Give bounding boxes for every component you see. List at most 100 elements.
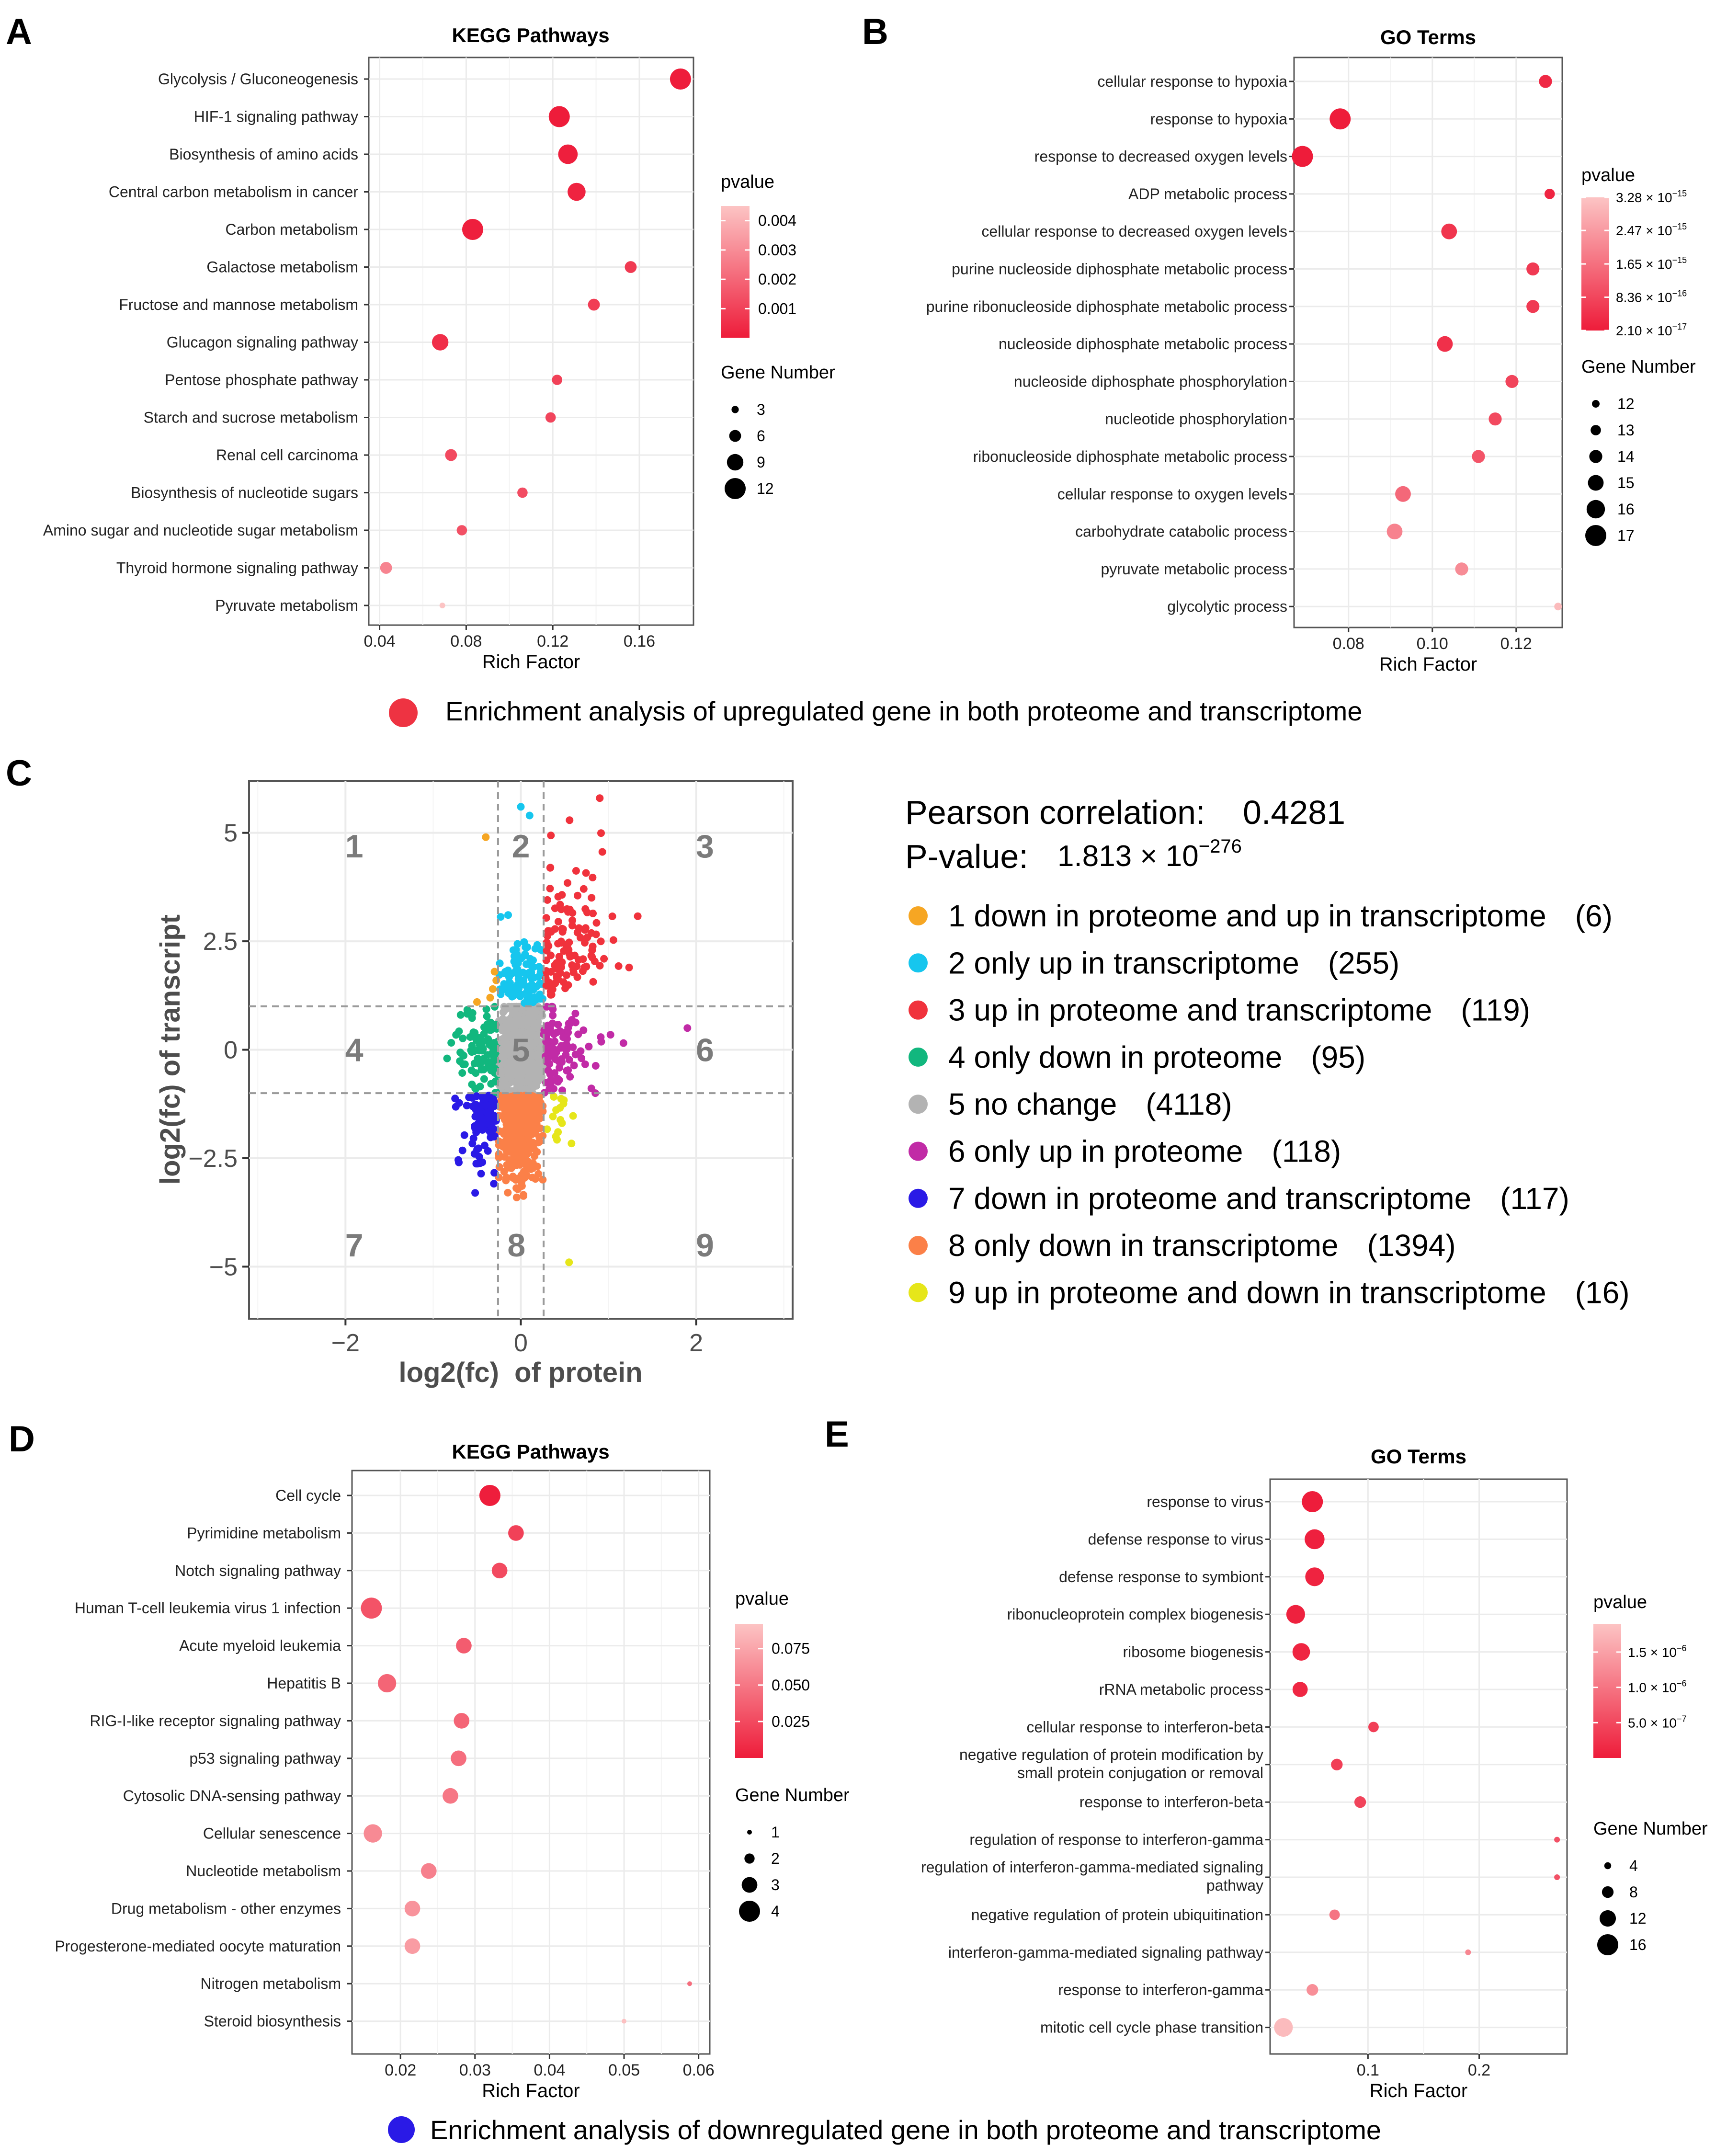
legend-e-tick-mantissa-0: 1.5 × 10 [1628,1645,1677,1660]
group-legend-label-9: 9 up in proteome and down in transcripto… [948,1275,1546,1310]
quadrant-point [574,891,581,900]
legend-d-size-label-3: 4 [771,1903,780,1920]
legend-b-tick-label-0: 3.28 × 10−15 [1616,189,1687,205]
legend-b-size-dot-4 [1586,500,1605,519]
caption-down-marker [388,2116,415,2143]
category-label-e-4: ribosome biogenesis [1123,1643,1264,1661]
quadrant-point [458,1069,466,1077]
quadrant-point [514,1073,523,1082]
legend-b-tick-label-4: 2.10 × 10−17 [1616,322,1687,338]
group-legend: 1 down in proteome and up in transcripto… [909,899,1630,1310]
quadrant-point [482,1101,490,1109]
point-d-5 [377,1674,397,1693]
point-e-13 [1307,1984,1318,1996]
quadrant-point [460,1131,468,1139]
point-d-2 [491,1563,508,1579]
legend-e-size-dot-2 [1599,1910,1616,1927]
quadrant-point [554,893,562,901]
quadrant-point [565,1019,573,1027]
panel-label-b: B [862,11,888,52]
quadrant-point [487,1133,495,1141]
legend-a-tick-label-3: 0.001 [758,300,796,317]
quadrant-point [564,908,572,916]
point-a-14 [439,603,445,608]
category-label-d-6: RIG-I-like receptor signaling pathway [90,1712,341,1729]
quadrant-point [546,1079,555,1087]
quadrant-point [499,1023,506,1031]
category-label-d-1: Pyrimidine metabolism [187,1524,341,1541]
quadrant-point [581,926,589,934]
point-b-4 [1441,223,1457,240]
quadrant-point [463,1010,471,1018]
quadrant-point [504,1111,512,1119]
quadrant-point [554,918,562,926]
legend-d-size-title: Gene Number [735,1785,850,1805]
region-label-9: 9 [696,1227,714,1264]
quadrant-point [466,1033,474,1041]
caption-upregulated: Enrichment analysis of upregulated gene … [445,696,1362,726]
quadrant-point [524,1136,533,1143]
quadrant-point [581,939,589,947]
group-legend-dot-1 [909,906,928,925]
quadrant-point [572,867,580,875]
category-label-d-12: Progesterone-mediated oocyte maturation [55,1938,341,1955]
point-e-12 [1465,1949,1471,1955]
quadrant-point [555,953,563,961]
quadrant-point [525,811,534,820]
quadrant-point [512,946,520,954]
quadrant-point [526,1141,534,1150]
quadrant-point [488,1098,496,1106]
quadrant-point [591,1062,600,1070]
x-axis-title-a: Rich Factor [482,651,580,673]
category-label-d-8: Cytosolic DNA-sensing pathway [123,1787,341,1804]
chart-d-kegg-down: KEGG Pathways 0.02 0.03 0.04 0.05 0.06 Rich Fa… [55,1440,850,2101]
panel-label-e: E [825,1414,849,1455]
point-a-11 [517,487,528,498]
quadrant-point [546,864,554,872]
quadrant-point [484,1147,492,1155]
quadrant-point [522,1015,530,1023]
point-a-7 [432,334,449,351]
quadrant-point [544,927,552,935]
legend-a-colorbar [721,206,750,338]
quadrant-point [528,1127,536,1135]
legend-a-size-label-0: 3 [757,401,765,418]
point-e-8 [1354,1796,1366,1808]
panel-label-a: A [6,11,32,52]
category-label-e-11: negative regulation of protein ubiquitin… [971,1906,1263,1923]
group-legend-label-6: 6 only up in proteome [948,1134,1243,1169]
quadrant-point [589,909,597,917]
quadrant-point [523,1038,532,1045]
point-d-10 [420,1863,437,1879]
legend-e-tick-label-2: 5.0 × 10−7 [1628,1714,1687,1730]
category-label-e-5: rRNA metabolic process [1099,1681,1263,1698]
category-label-a-0: Glycolysis / Gluconeogenesis [158,70,358,88]
category-label-a-2: Biosynthesis of amino acids [169,146,358,163]
quadrant-point [527,1165,535,1173]
quadrant-point [561,984,569,992]
quadrant-point [521,1174,529,1182]
point-d-7 [451,1750,466,1767]
region-label-7: 7 [345,1227,364,1264]
legend-d-colorbar [735,1624,763,1758]
group-legend-dot-2 [909,953,928,973]
quadrant-point [529,1014,537,1022]
legend-b-tick-exponent-1: −15 [1672,222,1687,231]
legend-e-tick-exponent-0: −6 [1677,1643,1687,1653]
point-d-8 [443,1788,458,1804]
quadrant-point [579,885,588,893]
x-axis-title-e: Rich Factor [1370,2080,1468,2101]
quadrant-point [485,1026,493,1034]
point-b-13 [1455,562,1468,576]
category-label-d-4: Acute myeloid leukemia [179,1637,341,1654]
legend-d-size-dot-0 [747,1830,752,1835]
quadrant-point [518,1063,526,1072]
quadrant-point [569,1043,577,1051]
legend-b-pvalue-title: pvalue [1581,165,1635,185]
quadrant-point [535,1100,544,1108]
quadrant-point [547,951,555,959]
legend-e-colorbar [1593,1624,1621,1758]
category-label-e-1: defense response to virus [1088,1530,1263,1548]
legend-e-size-label-0: 4 [1629,1857,1638,1874]
quadrant-point [554,1075,562,1083]
